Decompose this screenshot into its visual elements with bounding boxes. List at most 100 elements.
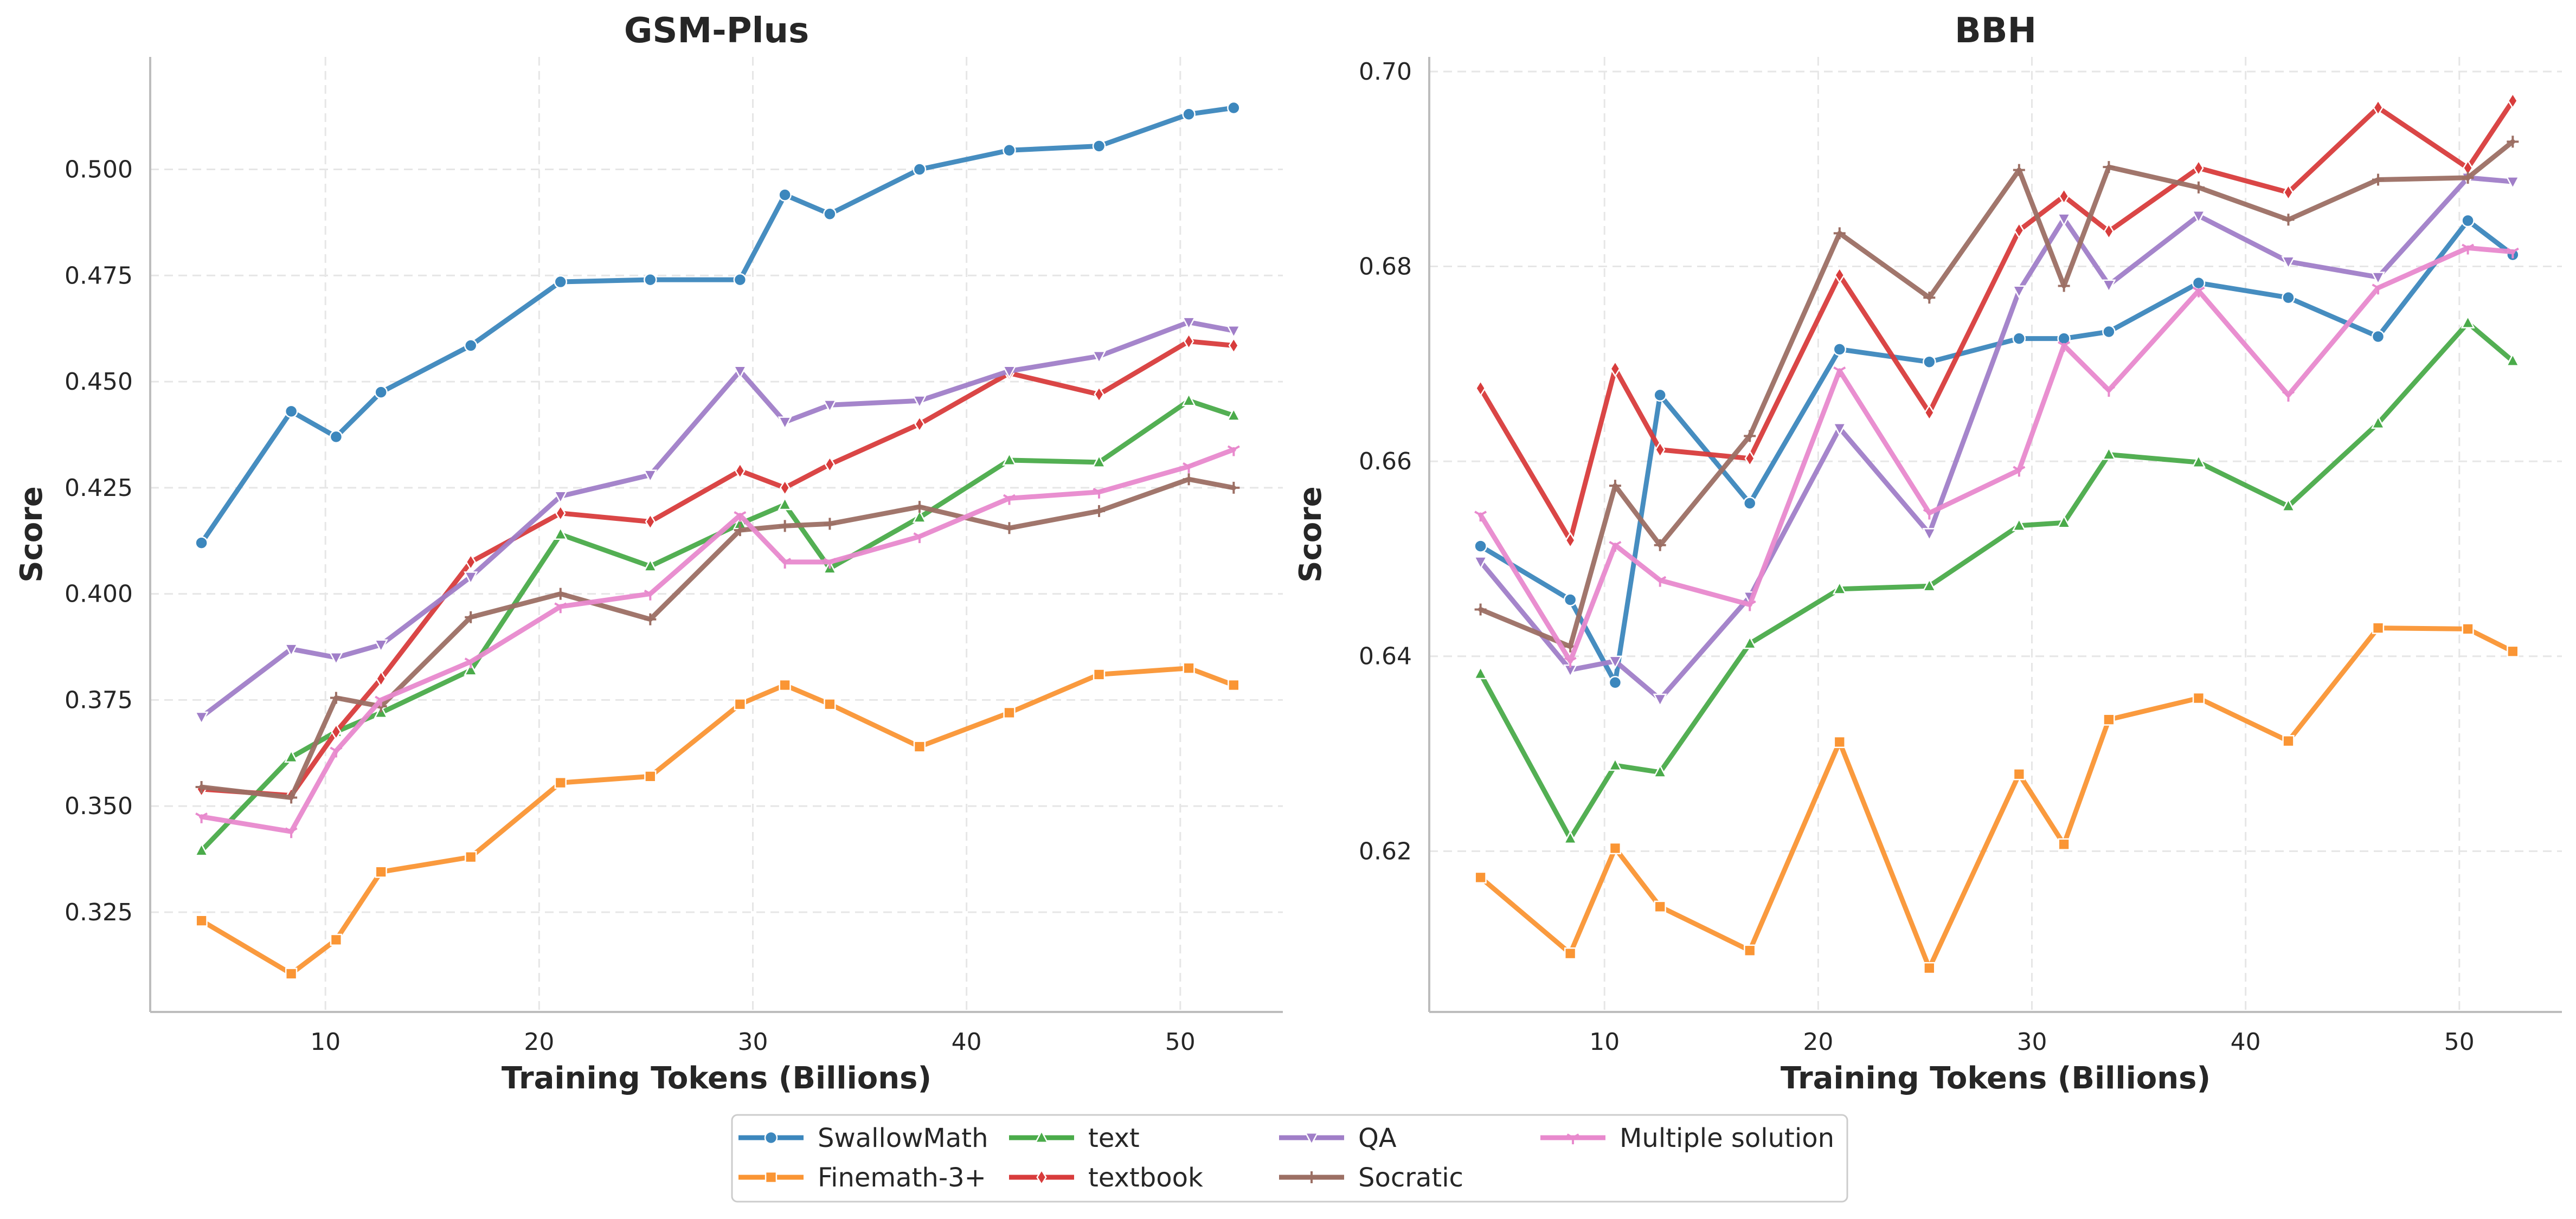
data-point-finemath-3 bbox=[330, 933, 343, 946]
data-point-multiple-solution bbox=[1833, 366, 1846, 378]
data-point-textbook bbox=[1924, 404, 1935, 421]
data-point-swallowmath bbox=[374, 385, 388, 399]
data-point-finemath-3 bbox=[734, 698, 747, 711]
data-point-socratic bbox=[2058, 280, 2070, 292]
data-point-qa bbox=[1181, 317, 1196, 331]
legend-label: Finemath-3+ bbox=[818, 1163, 986, 1193]
data-point-textbook bbox=[1744, 450, 1755, 467]
data-point-qa bbox=[1922, 528, 1937, 541]
data-point-text bbox=[2371, 415, 2386, 429]
data-point-multiple-solution bbox=[375, 695, 388, 707]
data-point-swallowmath bbox=[195, 536, 208, 550]
data-point-qa bbox=[1653, 693, 1667, 707]
y-tick-label: 0.64 bbox=[1359, 643, 1412, 670]
data-point-text bbox=[553, 526, 568, 540]
data-point-finemath-3 bbox=[285, 968, 298, 980]
chart-title: BBH bbox=[1955, 11, 2037, 51]
data-point-finemath-3 bbox=[644, 770, 657, 783]
data-point-finemath-3 bbox=[375, 866, 387, 878]
data-point-socratic bbox=[779, 520, 791, 532]
data-point-textbook bbox=[1183, 333, 1194, 350]
series-textbook bbox=[1475, 92, 2519, 549]
data-point-text bbox=[1608, 757, 1622, 771]
data-point-multiple-solution bbox=[1003, 494, 1016, 505]
legend-label: Socratic bbox=[1358, 1163, 1463, 1193]
data-point-qa bbox=[2281, 256, 2296, 270]
data-point-swallowmath bbox=[733, 273, 747, 287]
data-point-multiple-solution bbox=[2192, 286, 2205, 298]
data-point-multiple-solution bbox=[2462, 243, 2475, 255]
series-swallowmath bbox=[195, 101, 1241, 550]
data-point-multiple-solution bbox=[779, 558, 792, 569]
series-finemath-3 bbox=[195, 662, 1240, 980]
data-point-text bbox=[194, 842, 209, 856]
data-point-swallowmath bbox=[644, 273, 657, 287]
data-point-finemath-3 bbox=[2282, 735, 2295, 747]
data-point-text bbox=[1181, 392, 1196, 407]
data-point-multiple-solution bbox=[1564, 656, 1577, 668]
legend-item-text: text bbox=[1009, 1123, 1140, 1153]
data-point-textbook bbox=[2193, 159, 2204, 177]
data-point-multiple-solution bbox=[330, 746, 343, 758]
data-point-qa bbox=[464, 571, 478, 585]
data-point-qa bbox=[2506, 176, 2520, 190]
data-point-textbook bbox=[1228, 337, 1239, 354]
legend-item-textbook: textbook bbox=[1009, 1163, 1203, 1193]
data-point-socratic bbox=[330, 692, 342, 704]
data-point-text bbox=[2012, 518, 2026, 531]
data-point-swallowmath bbox=[823, 207, 837, 221]
data-point-textbook bbox=[735, 462, 746, 480]
data-point-textbook bbox=[2103, 223, 2115, 240]
data-point-qa bbox=[2057, 213, 2071, 227]
data-point-swallowmath bbox=[778, 188, 792, 202]
y-tick-label: 0.425 bbox=[65, 474, 133, 502]
data-point-multiple-solution bbox=[1183, 462, 1196, 473]
data-point-socratic bbox=[2507, 136, 2519, 148]
y-tick-label: 0.475 bbox=[65, 262, 133, 289]
data-point-multiple-solution bbox=[2058, 341, 2071, 352]
legend-label: QA bbox=[1358, 1123, 1397, 1153]
data-point-multiple-solution bbox=[1227, 445, 1240, 456]
data-point-socratic bbox=[1833, 227, 1846, 240]
data-point-multiple-solution bbox=[823, 558, 836, 569]
data-point-textbook bbox=[645, 513, 656, 531]
data-point-finemath-3 bbox=[554, 776, 567, 789]
data-point-qa bbox=[2371, 272, 2386, 286]
y-tick-label: 0.350 bbox=[65, 792, 133, 820]
data-point-textbook bbox=[331, 723, 342, 740]
data-point-multiple-solution bbox=[2506, 247, 2519, 259]
series-finemath-3 bbox=[1474, 622, 2519, 975]
data-point-finemath-3 bbox=[1609, 842, 1622, 855]
data-point-multiple-solution bbox=[1743, 600, 1756, 611]
x-tick-label: 30 bbox=[738, 1028, 768, 1056]
data-point-finemath-3 bbox=[1474, 871, 1487, 884]
series-qa bbox=[194, 317, 1241, 725]
data-point-text bbox=[643, 558, 658, 572]
data-point-swallowmath bbox=[1608, 676, 1622, 689]
legend-marker bbox=[1306, 1171, 1318, 1183]
data-point-textbook bbox=[1610, 360, 1621, 377]
data-point-multiple-solution bbox=[554, 602, 567, 614]
data-point-multiple-solution bbox=[734, 511, 747, 522]
y-axis-label: Score bbox=[14, 486, 49, 583]
y-tick-label: 0.450 bbox=[65, 368, 133, 396]
legend-marker bbox=[1036, 1169, 1047, 1186]
legend-marker bbox=[1034, 1130, 1049, 1144]
data-point-qa bbox=[823, 399, 837, 413]
data-point-swallowmath bbox=[913, 163, 927, 176]
data-point-socratic bbox=[913, 501, 926, 513]
data-point-textbook bbox=[824, 456, 836, 473]
data-point-text bbox=[1653, 764, 1667, 778]
data-point-swallowmath bbox=[1092, 139, 1106, 153]
data-point-swallowmath bbox=[1003, 144, 1016, 157]
data-point-text bbox=[2281, 498, 2296, 512]
data-point-swallowmath bbox=[2012, 332, 2026, 345]
data-point-text bbox=[1743, 635, 1757, 649]
y-tick-label: 0.62 bbox=[1359, 837, 1412, 865]
data-point-multiple-solution bbox=[2013, 466, 2026, 477]
data-point-swallowmath bbox=[464, 339, 478, 352]
legend-item-qa: QA bbox=[1279, 1123, 1397, 1153]
data-point-swallowmath bbox=[2102, 325, 2116, 339]
legend-item-swallowmath: SwallowMath bbox=[738, 1123, 988, 1153]
y-tick-label: 0.70 bbox=[1359, 58, 1412, 86]
